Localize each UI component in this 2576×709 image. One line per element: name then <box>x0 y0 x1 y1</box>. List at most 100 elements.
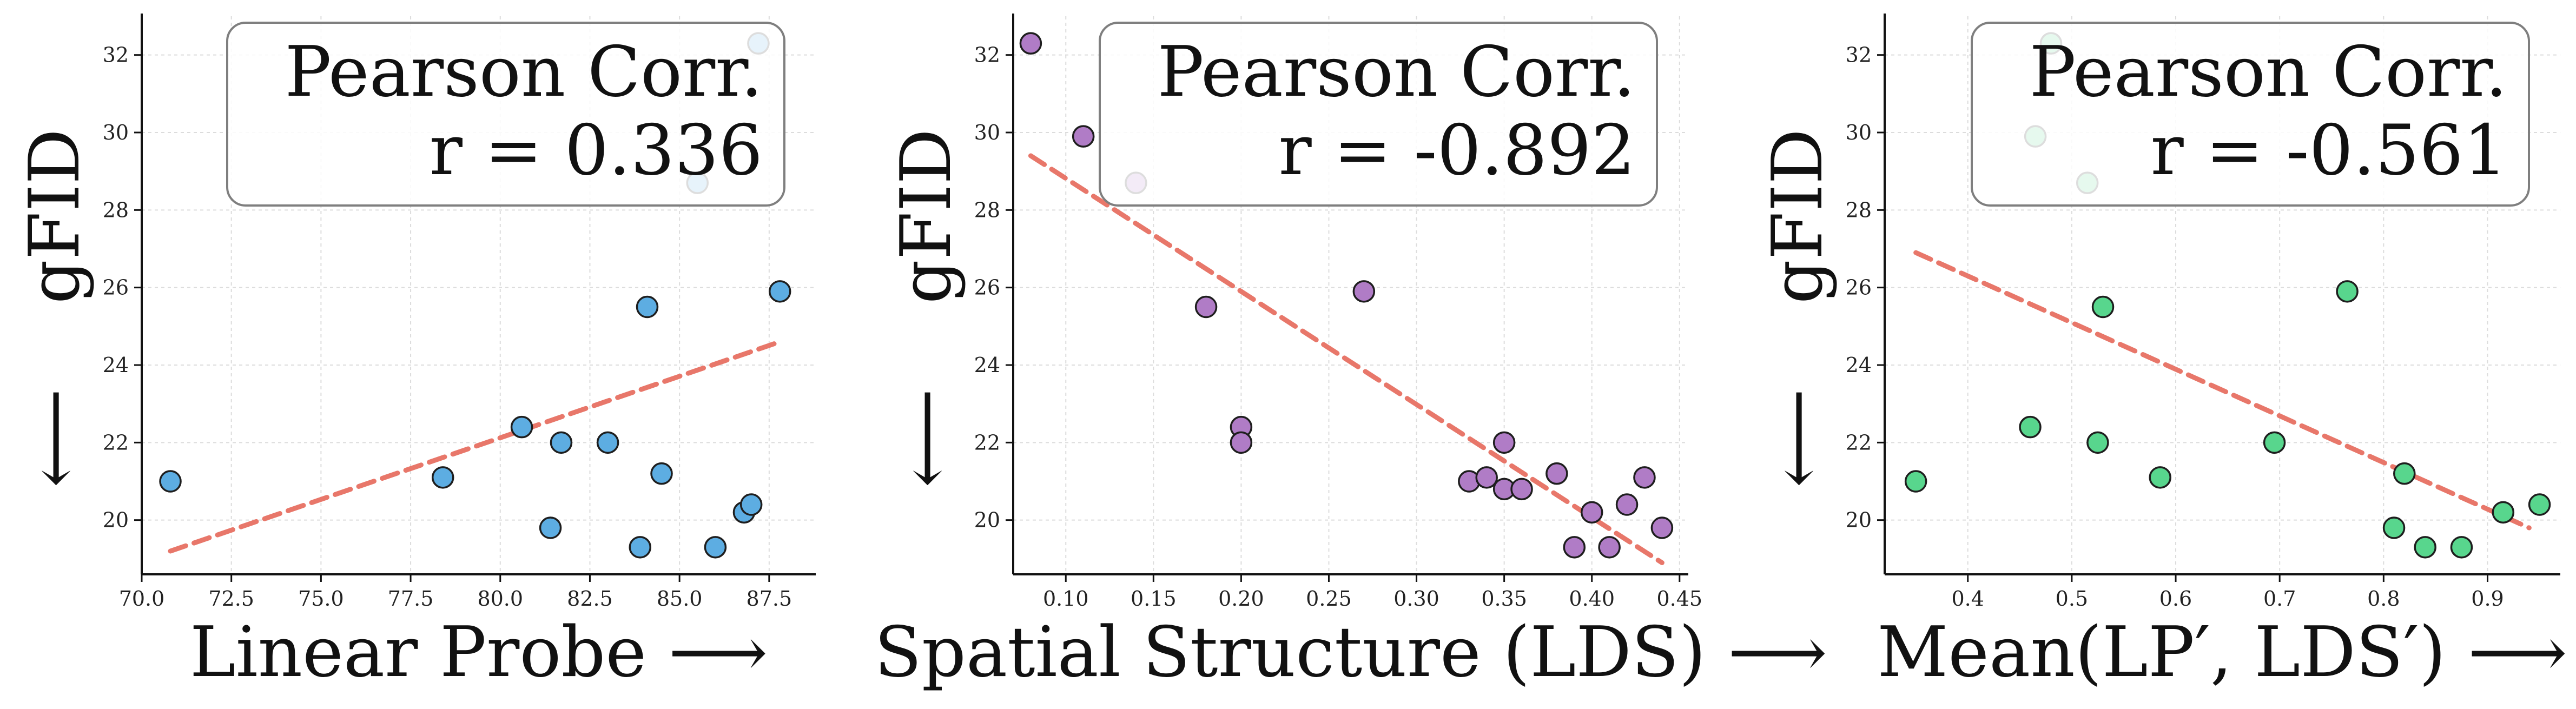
y-tick-label: 26 <box>103 276 129 300</box>
y-tick-label: 24 <box>1846 353 1872 377</box>
data-point <box>1563 536 1586 559</box>
data-point <box>629 536 651 559</box>
x-tick-label: 77.5 <box>388 587 434 611</box>
y-tick-label: 20 <box>974 508 1000 532</box>
x-tick-label: 87.5 <box>747 587 792 611</box>
data-point <box>2450 536 2473 559</box>
panel-2: 0.10 0.15 0.20 0.25 0.30 0.35 0.40 0.45 20 22 24 26… <box>874 14 1827 693</box>
x-tick-label: 70.0 <box>119 587 165 611</box>
x-tick-label: 0.20 <box>1218 587 1264 611</box>
y-tick-label: 24 <box>103 353 129 377</box>
y-tick-label: 32 <box>103 43 129 67</box>
x-tick-label: 0.25 <box>1306 587 1352 611</box>
x-axis-title: Spatial Structure (LDS) ⟶ <box>874 612 1827 693</box>
x-tick-label: 82.5 <box>567 587 613 611</box>
x-tick-label: 85.0 <box>657 587 703 611</box>
correlation-value: r = 0.336 <box>430 110 763 191</box>
data-point <box>596 431 619 454</box>
x-tick-label: 0.40 <box>1569 587 1615 611</box>
x-tick-label: 0.10 <box>1043 587 1089 611</box>
x-tick-label: 72.5 <box>208 587 254 611</box>
data-point <box>1492 431 1516 454</box>
x-tick-label: 80.0 <box>477 587 523 611</box>
y-tick-label: 22 <box>974 430 1000 454</box>
correlation-label: Pearson Corr. <box>285 32 763 112</box>
data-point <box>739 493 763 516</box>
trend-line <box>1913 250 2532 531</box>
y-tick-label: 32 <box>1846 43 1872 67</box>
data-point <box>510 415 533 439</box>
data-point <box>550 431 573 454</box>
x-tick-label: 0.35 <box>1481 587 1527 611</box>
data-point <box>2393 462 2416 485</box>
correlation-label: Pearson Corr. <box>1158 32 1636 112</box>
y-axis-title: gFID <box>15 129 95 304</box>
data-point <box>2492 501 2515 524</box>
y-tick-label: 20 <box>1846 508 1872 532</box>
data-point <box>1194 295 1218 319</box>
y-tick-label: 22 <box>103 430 129 454</box>
y-axis-arrow: ⟵ <box>886 388 967 488</box>
correlation-value: r = -0.892 <box>1279 110 1636 191</box>
data-point <box>704 536 727 559</box>
x-tick-label: 0.6 <box>2159 587 2192 611</box>
trend-line <box>168 339 783 554</box>
x-tick-label: 0.15 <box>1131 587 1177 611</box>
data-point <box>1650 516 1674 539</box>
correlation-value: r = -0.561 <box>2151 110 2508 191</box>
data-point <box>2263 431 2286 454</box>
y-axis-arrow: ⟵ <box>1758 388 1838 488</box>
data-point <box>1510 478 1533 501</box>
y-tick-label: 26 <box>1846 276 1872 300</box>
data-point <box>1352 280 1376 303</box>
trend-line <box>1028 153 1665 565</box>
y-tick-label: 30 <box>1846 121 1872 144</box>
data-point <box>2528 493 2551 516</box>
x-axis-title: Mean(LP′, LDS′) ⟶ <box>1877 612 2567 693</box>
x-tick-label: 0.30 <box>1393 587 1439 611</box>
y-tick-label: 20 <box>103 508 129 532</box>
data-point <box>2414 536 2436 559</box>
panel-3: 0.4 0.5 0.6 0.7 0.8 0.9 20 22 24 26 28 30 32 Mean(LP′… <box>1758 14 2567 693</box>
data-point <box>1019 32 1042 55</box>
x-tick-label: 0.45 <box>1656 587 1702 611</box>
x-tick-label: 0.8 <box>2367 587 2400 611</box>
correlation-box <box>226 22 785 207</box>
data-point <box>2382 516 2406 539</box>
x-tick-label: 0.5 <box>2056 587 2088 611</box>
x-tick-label: 75.0 <box>298 587 344 611</box>
correlation-box <box>1971 22 2530 207</box>
x-axis-title: Linear Probe ⟶ <box>190 612 768 693</box>
y-axis-title: gFID <box>886 129 967 304</box>
data-point <box>1904 470 1927 493</box>
data-point <box>431 466 454 489</box>
data-point <box>2091 295 2115 319</box>
y-tick-label: 28 <box>1846 198 1872 222</box>
y-tick-label: 30 <box>103 121 129 144</box>
x-tick-label: 0.4 <box>1952 587 1984 611</box>
x-tick-label: 0.7 <box>2263 587 2296 611</box>
y-tick-label: 22 <box>1846 430 1872 454</box>
correlation-label: Pearson Corr. <box>2030 32 2508 112</box>
data-point <box>539 516 562 539</box>
data-point <box>2336 280 2359 303</box>
data-point <box>1633 466 1656 489</box>
data-point <box>1072 125 1095 148</box>
x-tick-label: 0.9 <box>2471 587 2504 611</box>
data-point <box>1545 462 1568 485</box>
y-axis-title: gFID <box>1758 129 1838 304</box>
y-tick-label: 24 <box>974 353 1000 377</box>
data-point <box>650 462 673 485</box>
data-point <box>768 280 791 303</box>
y-tick-label: 30 <box>974 121 1000 144</box>
correlation-box <box>1099 22 1658 207</box>
y-tick-label: 28 <box>974 198 1000 222</box>
data-point <box>636 295 659 319</box>
data-point <box>2149 466 2171 489</box>
y-tick-label: 28 <box>103 198 129 222</box>
data-point <box>2019 415 2042 439</box>
data-point <box>1598 536 1621 559</box>
data-point <box>159 470 182 493</box>
data-point <box>2086 431 2109 454</box>
